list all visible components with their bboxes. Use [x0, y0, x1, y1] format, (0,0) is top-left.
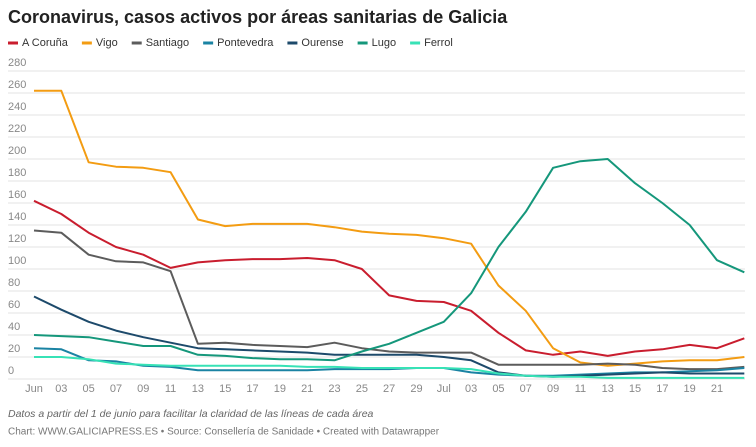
x-tick-label: 19 [274, 383, 286, 395]
x-tick-label: 13 [192, 383, 204, 395]
x-tick-label: 09 [547, 383, 559, 395]
x-tick-label: 19 [684, 383, 696, 395]
x-tick-label: 03 [465, 383, 477, 395]
x-tick-label: 29 [410, 383, 422, 395]
x-tick-label: 07 [520, 383, 532, 395]
x-tick-label: 21 [711, 383, 723, 395]
y-tick-label: 120 [8, 233, 26, 245]
x-tick-label: 17 [246, 383, 258, 395]
x-tick-label: 13 [602, 383, 614, 395]
y-tick-label: 260 [8, 79, 26, 91]
x-tick-label: 05 [492, 383, 504, 395]
y-tick-label: 0 [8, 365, 14, 377]
y-tick-label: 160 [8, 189, 26, 201]
legend-label: Ferrol [424, 37, 453, 49]
legend-label: A Coruña [22, 37, 69, 49]
series-line [34, 89, 745, 367]
chart-source: Chart: WWW.GALICIAPRESS.ES • Source: Con… [8, 427, 440, 438]
chart-note: Datos a partir del 1 de junio para facil… [8, 408, 374, 420]
y-tick-label: 140 [8, 211, 26, 223]
x-tick-label: 15 [219, 383, 231, 395]
y-tick-label: 200 [8, 145, 26, 157]
series-line [33, 158, 745, 362]
y-tick-label: 220 [8, 123, 26, 135]
y-tick-label: 20 [8, 343, 20, 355]
x-tick-label: 23 [328, 383, 340, 395]
y-tick-label: 80 [8, 277, 20, 289]
y-tick-label: 40 [8, 321, 20, 333]
legend-label: Vigo [96, 37, 118, 49]
series-line [33, 347, 745, 377]
series-line [33, 199, 745, 357]
x-tick-label: 05 [83, 383, 95, 395]
legend-label: Lugo [372, 37, 396, 49]
y-tick-label: 240 [8, 101, 26, 113]
x-tick-label: 27 [383, 383, 395, 395]
y-tick-label: 60 [8, 299, 20, 311]
x-tick-label: 15 [629, 383, 641, 395]
y-tick-label: 100 [8, 255, 26, 267]
x-tick-label: 21 [301, 383, 313, 395]
series-line [33, 295, 745, 378]
series-line [34, 356, 745, 379]
x-tick-label: 11 [575, 383, 586, 395]
x-tick-label: 17 [656, 383, 668, 395]
legend-label: Santiago [146, 37, 189, 49]
series-line [33, 229, 745, 371]
chart-title: Coronavirus, casos activos por áreas san… [8, 7, 508, 27]
y-tick-label: 180 [8, 167, 26, 179]
y-tick-label: 280 [8, 57, 26, 69]
x-tick-label: 07 [110, 383, 122, 395]
x-tick-label: 09 [137, 383, 149, 395]
legend-label: Pontevedra [217, 37, 274, 49]
x-tick-label: Jun [25, 383, 43, 395]
x-tick-label: 11 [165, 383, 176, 395]
x-tick-label: 25 [356, 383, 368, 395]
x-tick-label: Jul [437, 383, 451, 395]
legend-label: Ourense [301, 37, 343, 49]
x-tick-label: 03 [55, 383, 67, 395]
